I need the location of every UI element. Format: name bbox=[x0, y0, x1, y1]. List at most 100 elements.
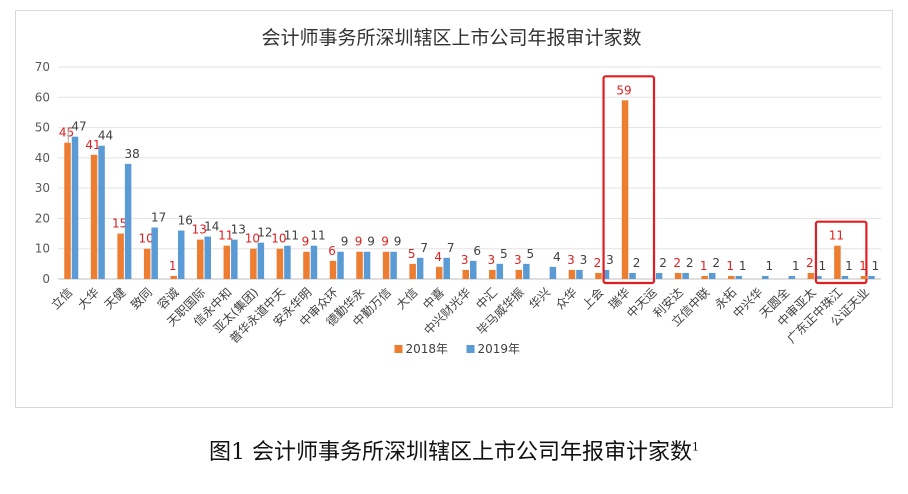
data-label-2018: 59 bbox=[616, 83, 631, 97]
bar-2019 bbox=[602, 269, 610, 279]
data-label-2018: 45 bbox=[59, 126, 74, 140]
data-label-2018: 6 bbox=[328, 244, 336, 258]
data-label-2019: 47 bbox=[71, 120, 86, 134]
highlight-box bbox=[814, 220, 868, 285]
bar-2019 bbox=[815, 275, 822, 279]
data-label-2019: 4 bbox=[553, 250, 561, 264]
category-label: 众华 bbox=[553, 285, 580, 312]
data-label-2018: 1 bbox=[169, 259, 177, 273]
bar-2018 bbox=[90, 154, 98, 279]
data-label-2018: 9 bbox=[355, 235, 363, 249]
data-label-2019: 2 bbox=[633, 256, 641, 270]
bar-2018 bbox=[701, 275, 708, 279]
bar-2018 bbox=[223, 245, 231, 279]
bar-2018 bbox=[568, 269, 576, 279]
y-tick-label: 70 bbox=[35, 60, 50, 74]
category-label: 致同 bbox=[128, 285, 155, 312]
data-label-2019: 12 bbox=[257, 226, 272, 240]
category-label: 天健 bbox=[102, 285, 129, 312]
data-label-2018: 9 bbox=[381, 235, 389, 249]
data-label-2019: 1 bbox=[739, 259, 747, 273]
y-tick-label: 30 bbox=[35, 181, 50, 195]
bar-2019 bbox=[363, 251, 371, 279]
data-label-2018: 4 bbox=[434, 250, 442, 264]
bar-2018 bbox=[435, 266, 443, 279]
data-label-2019: 9 bbox=[367, 235, 375, 249]
data-label-2018: 10 bbox=[271, 232, 286, 246]
data-label-2018: 41 bbox=[85, 138, 100, 152]
bar-2018 bbox=[674, 272, 682, 279]
category-label: 大华 bbox=[75, 285, 102, 312]
data-label-2019: 38 bbox=[124, 147, 139, 161]
bar-chart: 会计师事务所深圳辖区上市公司年报审计家数0102030405060704547立… bbox=[35, 27, 881, 356]
data-label-2018: 5 bbox=[408, 247, 416, 261]
data-label-2019: 2 bbox=[712, 256, 720, 270]
data-label-2018: 15 bbox=[112, 217, 127, 231]
bar-2019 bbox=[231, 239, 238, 279]
data-label-2018: 13 bbox=[192, 223, 207, 237]
bar-2019 bbox=[762, 275, 769, 279]
bar-2018 bbox=[489, 269, 496, 279]
bar-2018 bbox=[303, 251, 310, 279]
bar-2019 bbox=[549, 266, 557, 279]
bar-2019 bbox=[470, 260, 477, 279]
bar-2018 bbox=[409, 263, 416, 279]
data-label-2019: 11 bbox=[310, 229, 325, 243]
bar-2018 bbox=[621, 100, 629, 279]
data-label-2018: 2 bbox=[806, 256, 814, 270]
bar-2019 bbox=[708, 272, 716, 279]
bar-2018 bbox=[727, 275, 735, 279]
bar-2018 bbox=[143, 248, 151, 279]
data-label-2018: 2 bbox=[673, 256, 681, 270]
bar-2019 bbox=[204, 236, 212, 279]
data-label-2018: 11 bbox=[829, 229, 844, 243]
data-label-2018: 1 bbox=[700, 259, 708, 273]
bar-2019 bbox=[629, 272, 636, 279]
legend-swatch-2018 bbox=[394, 345, 403, 353]
bar-2019 bbox=[868, 275, 875, 279]
data-label-2019: 16 bbox=[178, 214, 193, 228]
data-label-2019: 1 bbox=[792, 259, 800, 273]
bar-2019 bbox=[416, 257, 424, 279]
bar-2018 bbox=[117, 233, 124, 279]
legend-swatch-2019 bbox=[466, 345, 475, 353]
bar-2019 bbox=[337, 251, 344, 279]
figure-caption-note: 1 bbox=[692, 440, 699, 454]
data-label-2019: 7 bbox=[447, 241, 455, 255]
data-label-2019: 9 bbox=[394, 235, 402, 249]
highlight-box bbox=[602, 75, 656, 285]
data-label-2018: 1 bbox=[859, 259, 867, 273]
data-label-2019: 1 bbox=[872, 259, 880, 273]
bar-2018 bbox=[329, 260, 337, 279]
legend-label-2018: 2018年 bbox=[406, 342, 449, 356]
data-label-2019: 3 bbox=[606, 253, 614, 267]
bar-2019 bbox=[655, 272, 663, 279]
data-label-2018: 9 bbox=[302, 235, 310, 249]
data-label-2018: 3 bbox=[487, 253, 495, 267]
bar-2019 bbox=[682, 272, 689, 279]
bar-2019 bbox=[310, 245, 318, 279]
bar-2018 bbox=[64, 142, 71, 279]
y-tick-label: 10 bbox=[35, 242, 50, 256]
data-label-2019: 9 bbox=[341, 235, 349, 249]
bar-2018 bbox=[382, 251, 390, 279]
bar-2019 bbox=[284, 245, 291, 279]
category-label: 华兴 bbox=[526, 285, 553, 312]
bar-2019 bbox=[177, 230, 185, 279]
bar-2019 bbox=[98, 145, 105, 279]
data-label-2019: 14 bbox=[204, 220, 219, 234]
category-label: 大信 bbox=[394, 285, 421, 312]
bar-2019 bbox=[496, 263, 504, 279]
data-label-2019: 3 bbox=[580, 253, 588, 267]
data-label-2019: 1 bbox=[765, 259, 773, 273]
bar-2019 bbox=[523, 263, 530, 279]
data-label-2019: 6 bbox=[473, 244, 481, 258]
bar-2018 bbox=[462, 269, 469, 279]
bar-2019 bbox=[257, 242, 265, 279]
data-label-2018: 10 bbox=[245, 232, 260, 246]
figure-caption-text: 图1 会计师事务所深圳辖区上市公司年报审计家数 bbox=[209, 440, 692, 465]
data-label-2019: 7 bbox=[420, 241, 428, 255]
chart-frame: 会计师事务所深圳辖区上市公司年报审计家数 0 10 20 30 40 50 60 70 45 47 立… bbox=[15, 10, 893, 408]
data-label-2018: 1 bbox=[726, 259, 734, 273]
category-label: 上会 bbox=[579, 285, 606, 312]
